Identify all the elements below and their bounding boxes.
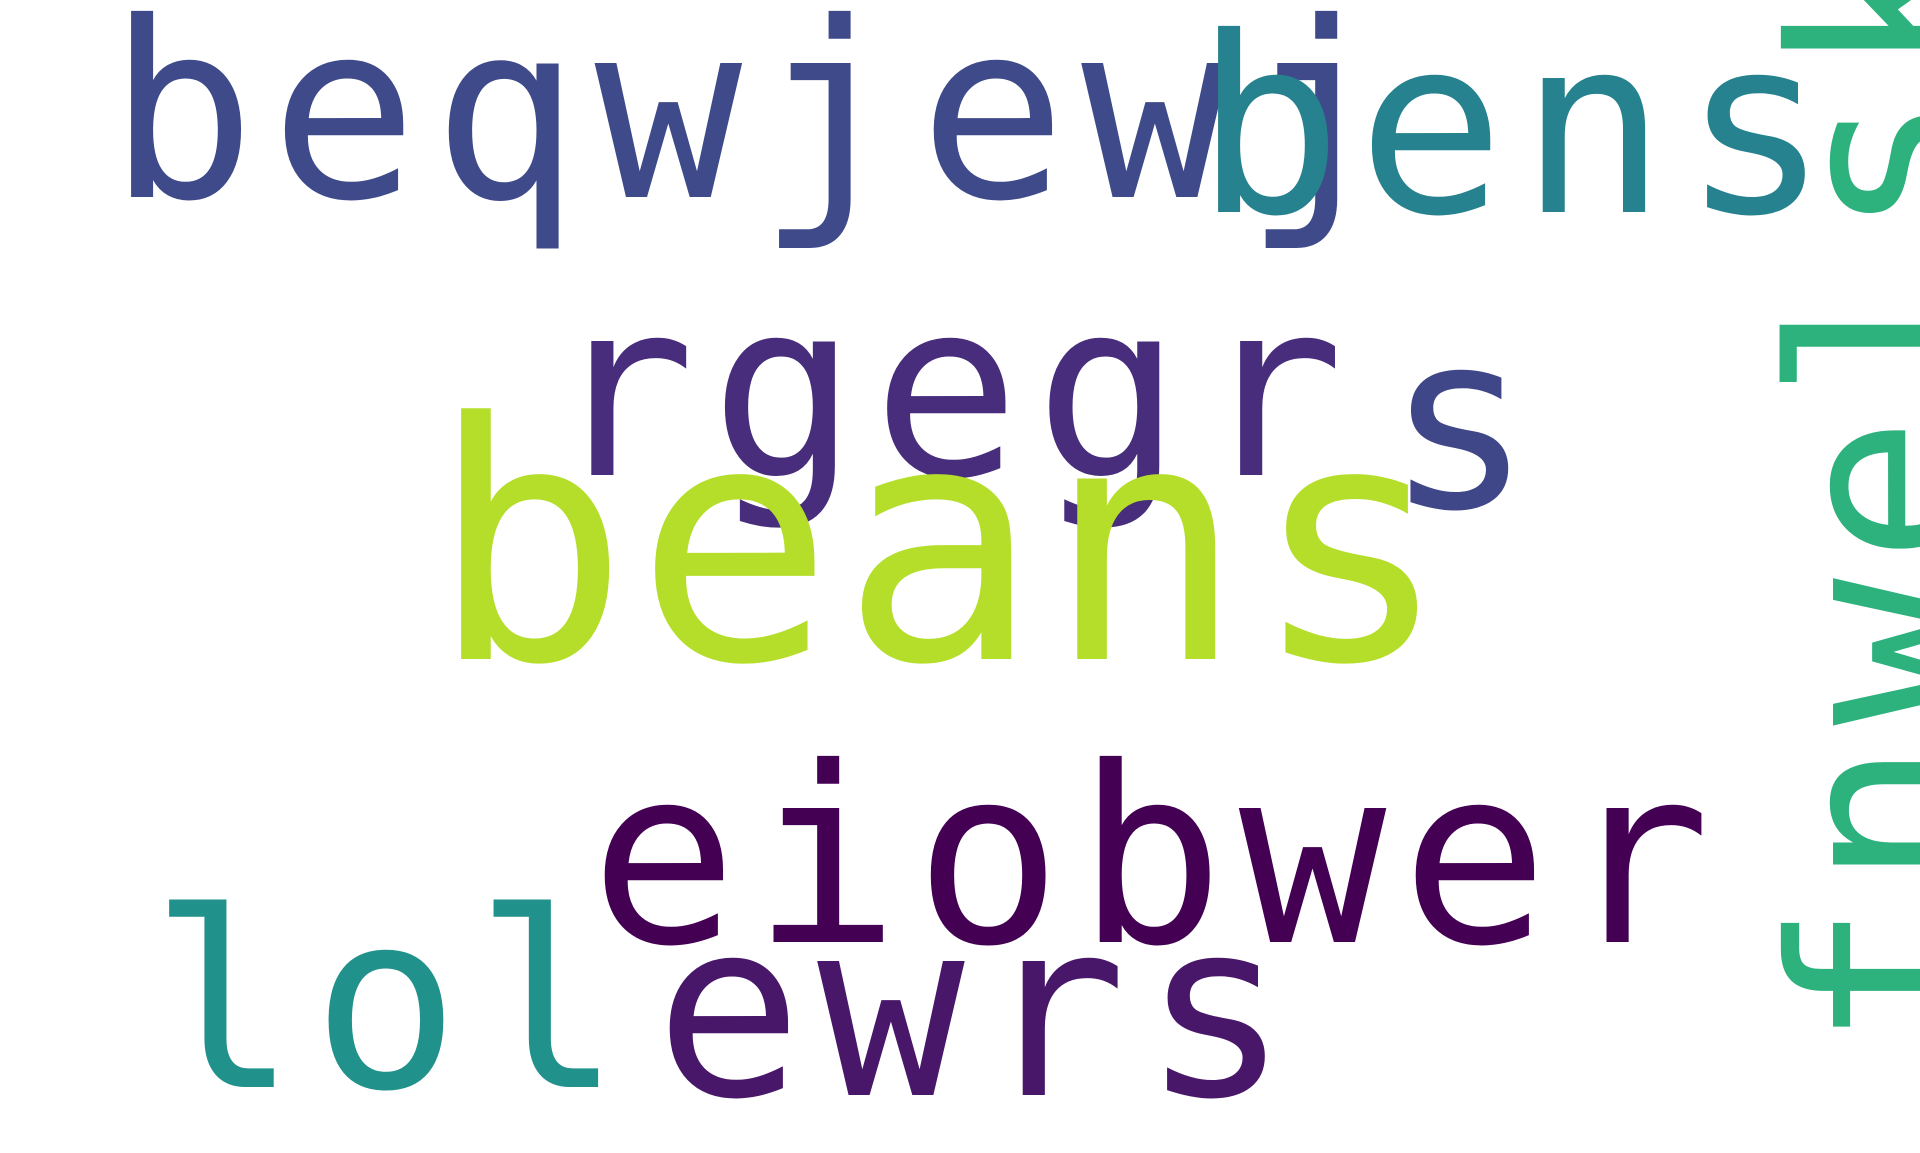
word-s: s — [1385, 280, 1548, 565]
word-fnwelskf: fnwelskf — [1740, 0, 1920, 1050]
word-rgegr: rgegr — [548, 248, 1360, 533]
word-ewrs: ewrs — [655, 868, 1304, 1153]
word-eiobwer: eiobwer — [590, 715, 1726, 1000]
word-cloud: beqwjewj bens rgegr s beans eiobwer lol … — [108, 0, 1920, 1133]
word-lol: lol — [150, 860, 637, 1145]
word-beqwjewj: beqwjewj — [108, 0, 1406, 255]
word-beans: beans — [430, 353, 1457, 737]
word-bens: bens — [1195, 0, 1844, 270]
